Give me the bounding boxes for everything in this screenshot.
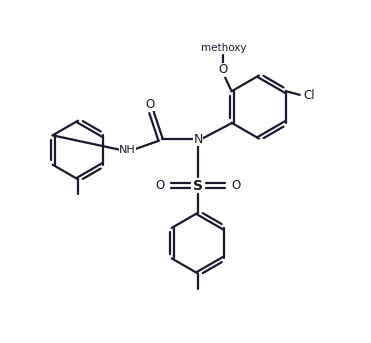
Text: S: S — [193, 179, 203, 193]
Text: Cl: Cl — [304, 89, 315, 102]
Text: methoxy: methoxy — [201, 43, 246, 53]
Text: O: O — [146, 98, 155, 111]
Text: O: O — [156, 179, 165, 192]
Text: O: O — [231, 179, 240, 192]
Text: N: N — [193, 133, 203, 146]
Text: O: O — [219, 63, 228, 76]
Text: NH: NH — [119, 145, 136, 155]
